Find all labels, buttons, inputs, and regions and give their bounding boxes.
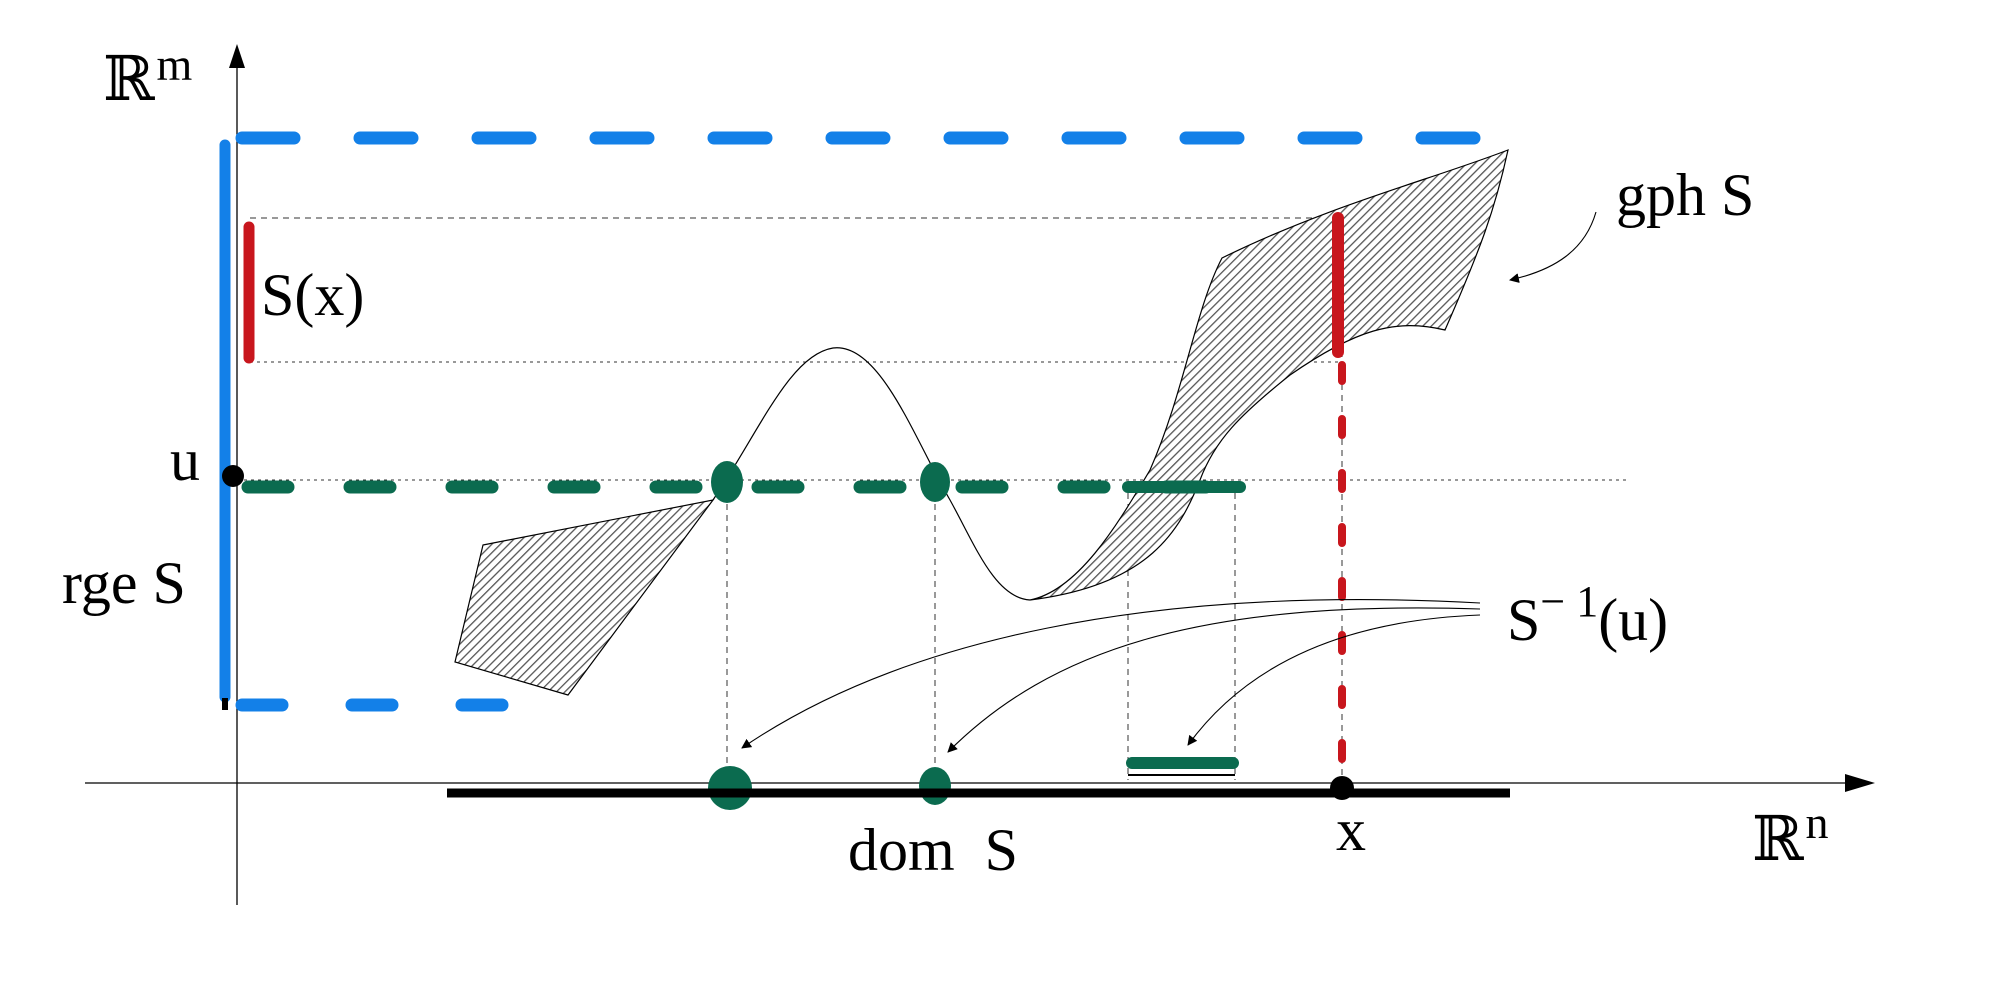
arrow-inverse-1	[741, 599, 1481, 749]
x-axis-arrowhead-icon	[1845, 774, 1875, 792]
y-axis-label-sup: m	[157, 39, 193, 90]
labels: ℝm ℝn gph S rge S S(x) u x dom S S− 1(u)	[62, 39, 1829, 883]
inverse-image	[241, 461, 1247, 810]
range-label: rge S	[62, 550, 186, 616]
inverse-image-label: S− 1(u)	[1507, 577, 1668, 653]
image-at-x	[243, 212, 1346, 779]
inverse-point-1	[711, 461, 743, 503]
x-axis-label: ℝn	[1752, 797, 1829, 874]
domain-point-2	[919, 767, 951, 805]
x-axis-label-sup: n	[1806, 797, 1829, 848]
range-of-s	[219, 131, 1512, 712]
graph-left-lobe	[454, 499, 715, 696]
u-point	[222, 465, 244, 487]
inverse-image-label-sup: − 1	[1540, 577, 1598, 626]
inverse-point-2	[920, 462, 950, 502]
y-axis-label: ℝm	[103, 39, 193, 114]
range-base-tick	[222, 698, 228, 710]
arrow-gph-s	[1509, 211, 1597, 283]
x-point	[1330, 776, 1354, 800]
graph-label: gph S	[1616, 162, 1754, 228]
domain-point-1	[708, 766, 752, 810]
graph-middle-curve	[712, 347, 1031, 601]
x-label: x	[1336, 797, 1366, 863]
inverse-image-label-arg: (u)	[1598, 587, 1668, 653]
annotation-arrows	[741, 211, 1597, 753]
graph-of-s	[454, 149, 1509, 696]
guide-lines	[237, 217, 1630, 783]
image-at-x-label: S(x)	[261, 262, 364, 328]
arrow-inverse-3	[1187, 614, 1481, 746]
domain-label: dom S	[848, 817, 1018, 883]
u-label: u	[170, 427, 200, 493]
y-axis-arrowhead-icon	[229, 44, 245, 68]
arrow-inverse-2	[947, 607, 1481, 753]
axes	[85, 44, 1875, 905]
